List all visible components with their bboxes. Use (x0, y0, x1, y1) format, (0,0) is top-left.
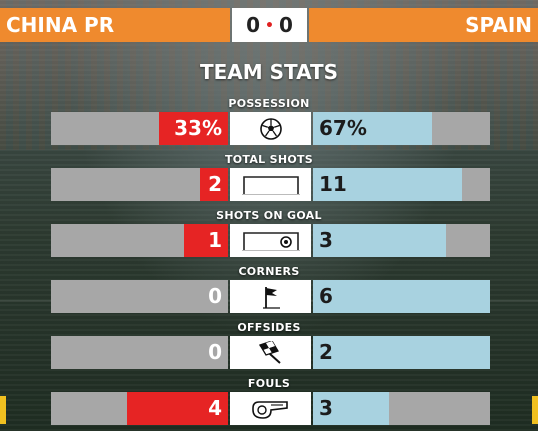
away-score: 0 (278, 13, 293, 37)
away-stat-track: 3 (313, 224, 490, 257)
away-stat-fill (313, 112, 432, 145)
score: 0 • 0 (232, 8, 307, 42)
home-stat-value: 0 (208, 284, 222, 308)
away-stat-track: 3 (313, 392, 490, 425)
home-stat-fill (127, 392, 228, 425)
home-stat-fill (159, 112, 228, 145)
away-stat-fill (313, 224, 446, 257)
home-stat-value: 33% (174, 116, 222, 140)
home-team-name: CHINA PR (0, 8, 230, 42)
away-stat-value: 6 (319, 284, 333, 308)
scoreboard: CHINA PR 0 • 0 SPAIN (0, 8, 538, 42)
shot-on-goal-icon (230, 224, 311, 257)
away-stat-fill (313, 168, 462, 201)
goal-icon (230, 168, 311, 201)
stat-bar: 33% 67% (51, 112, 490, 145)
home-stat-value: 0 (208, 340, 222, 364)
away-stat-value: 2 (319, 340, 333, 364)
away-stat-value: 3 (319, 396, 333, 420)
home-stat-track: 2 (51, 168, 228, 201)
stat-bar: 2 11 (51, 168, 490, 201)
whistle-icon (230, 392, 311, 425)
soccer-ball-icon (230, 112, 311, 145)
home-stat-track: 0 (51, 336, 228, 369)
home-stat-fill (184, 224, 228, 257)
stat-label: OFFSIDES (237, 321, 301, 334)
home-stat-value: 1 (208, 228, 222, 252)
stat-label: SHOTS ON GOAL (216, 209, 322, 222)
away-stat-value: 3 (319, 228, 333, 252)
stat-label: CORNERS (238, 265, 300, 278)
home-stat-fill (200, 168, 228, 201)
away-stat-fill (313, 280, 490, 313)
home-score: 0 (246, 13, 261, 37)
away-stat-track: 11 (313, 168, 490, 201)
offside-flag-icon (230, 336, 311, 369)
away-stat-fill (313, 336, 490, 369)
page-title: TEAM STATS (199, 60, 339, 84)
away-team-name: SPAIN (309, 8, 538, 42)
home-stat-value: 2 (208, 172, 222, 196)
stat-label: FOULS (247, 377, 291, 390)
home-stat-track: 1 (51, 224, 228, 257)
stat-label: POSSESSION (228, 97, 310, 110)
score-separator: • (265, 18, 274, 34)
home-stat-track: 0 (51, 280, 228, 313)
home-stat-track: 33% (51, 112, 228, 145)
away-stat-track: 6 (313, 280, 490, 313)
away-stat-value: 67% (319, 116, 367, 140)
corner-flag-icon (230, 280, 311, 313)
away-stat-fill (313, 392, 389, 425)
away-stat-track: 2 (313, 336, 490, 369)
away-stat-track: 67% (313, 112, 490, 145)
stat-label: TOTAL SHOTS (224, 153, 314, 166)
away-stat-value: 11 (319, 172, 347, 196)
right-edge-badge (532, 396, 538, 424)
left-edge-badge (0, 396, 6, 424)
home-stat-track: 4 (51, 392, 228, 425)
home-stat-value: 4 (208, 396, 222, 420)
